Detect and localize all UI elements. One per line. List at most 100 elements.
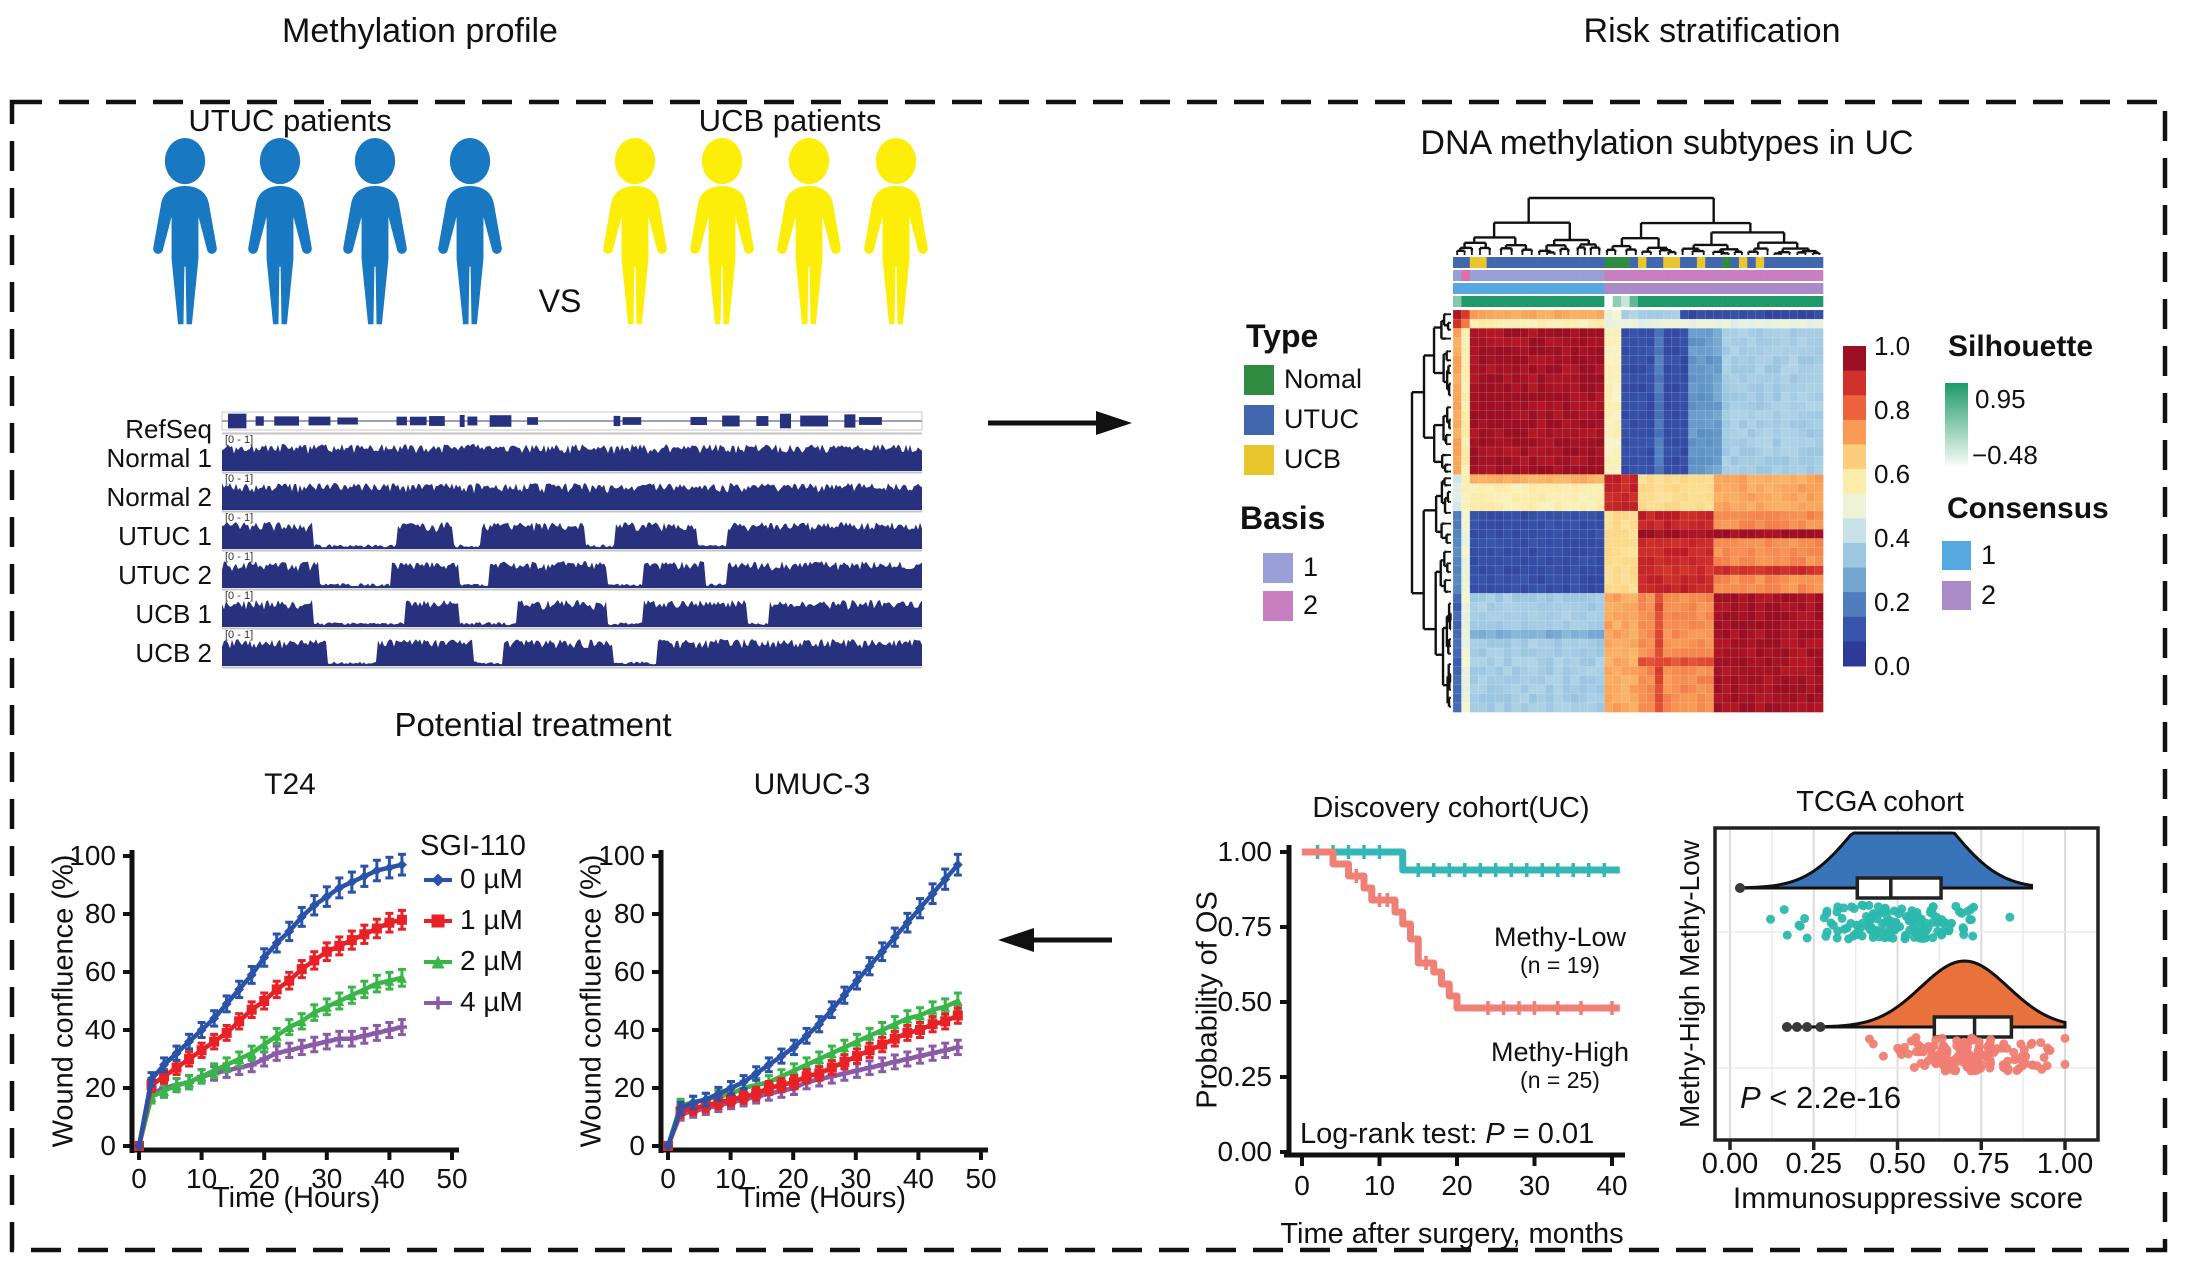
vs-label: VS: [538, 283, 582, 319]
UMUC-3-x-tick-label: 20: [777, 1163, 809, 1194]
track-label-ucb-1: UCB 1: [135, 599, 212, 629]
type-legend-title: Type: [1246, 318, 1319, 354]
track-label-normal-2: Normal 2: [106, 482, 212, 512]
heatmap-title: DNA methylation subtypes in UC: [1420, 124, 1914, 162]
consensus-legend-label: 2: [1981, 580, 1997, 610]
type-legend-item: Nomal: [1244, 364, 1362, 395]
colorbar-tick-label: 0.0: [1874, 651, 1911, 681]
patients-group: [153, 138, 928, 325]
tcga-x-axis-label: Immunosuppressive score: [1732, 1182, 2084, 1215]
section-title-methylation: Methylation profile: [282, 12, 558, 50]
UMUC-3-x-tick-label: 10: [715, 1163, 747, 1194]
tcga-x-tick-label: 0.75: [1953, 1148, 2010, 1180]
km-y-tick-label: 0.50: [1217, 986, 1273, 1017]
T24-y-tick-label: 100: [69, 840, 116, 871]
colorbar-tick-label: 0.8: [1874, 395, 1911, 425]
basis-legend-item: 2: [1263, 590, 1318, 621]
km-y-tick-label: 0.75: [1217, 911, 1273, 942]
person-icon: [777, 138, 841, 325]
column-dendrogram: [1455, 196, 1821, 255]
tcga-title: TCGA cohort: [1796, 786, 1964, 818]
tcga-p-text: P < 2.2e-16: [1740, 1080, 1902, 1115]
heatmap-colorbar: [1843, 346, 1968, 667]
type-legend-item: UCB: [1244, 444, 1341, 475]
km-x-tick-label: 30: [1518, 1170, 1551, 1201]
treatment-title: Potential treatment: [394, 706, 672, 743]
type-legend-label: UCB: [1284, 444, 1342, 474]
row-dendrogram: [1410, 313, 1452, 708]
sgi-legend-markers: [424, 873, 452, 1010]
UMUC-3-y-tick-label: 40: [613, 1014, 645, 1045]
sgi-legend-label: 4 µM: [460, 986, 523, 1017]
basis-legend-label: 2: [1303, 590, 1319, 620]
T24-y-tick-label: 20: [84, 1072, 116, 1103]
tcga-y-axis-label: Methy-High Methy-Low: [1674, 840, 1705, 1128]
km-x-tick-label: 40: [1596, 1170, 1628, 1201]
type-legend-swatch: [1244, 364, 1274, 395]
basis-legend-swatch: [1263, 552, 1293, 583]
arrow-right-icon: [1096, 411, 1132, 435]
T24-y-tick-label: 40: [84, 1014, 116, 1045]
consensus-legend-title: Consensus: [1947, 492, 2109, 525]
methy-high-n: (n = 25): [1520, 1067, 1600, 1093]
track-label-utuc-1: UTUC 1: [118, 521, 212, 551]
logrank-text: Log-rank test: P = 0.01: [1300, 1118, 1595, 1150]
ucb-patients-label: UCB patients: [698, 103, 882, 138]
UMUC-3-x-tick-label: 50: [965, 1163, 997, 1194]
UMUC-3-x-tick-label: 40: [902, 1163, 934, 1194]
genome-tracks: [221, 411, 923, 669]
survival-x-axis-label: Time after surgery, months: [1280, 1218, 1624, 1250]
section-title-risk: Risk stratification: [1583, 12, 1841, 50]
UMUC-3-x-tick-label: 30: [840, 1163, 872, 1194]
person-icon: [153, 138, 217, 325]
dashed-border: [9, 99, 2168, 1253]
T24-x-tick-label: 30: [311, 1163, 343, 1194]
type-legend-label: UTUC: [1284, 404, 1359, 434]
T24-y-tick-label: 80: [84, 898, 116, 929]
t24-title: T24: [264, 768, 316, 801]
arrow-left-icon: [998, 928, 1034, 952]
tcga-x-tick-label: 1.00: [2036, 1148, 2094, 1180]
basis-legend-swatch: [1263, 590, 1293, 621]
UMUC-3-x-tick-label: 0: [660, 1163, 676, 1194]
basis-legend-label: 1: [1303, 552, 1319, 582]
UMUC-3-y-tick-label: 60: [613, 956, 645, 987]
silhouette-bottom-label: −0.48: [1972, 440, 2038, 470]
consensus-legend-swatch: [1942, 581, 1971, 610]
consensus-legend-swatch: [1942, 541, 1971, 570]
methy-high-label: Methy-High: [1490, 1037, 1630, 1067]
person-icon: [438, 138, 502, 325]
UMUC-3-y-tick-label: 20: [613, 1072, 645, 1103]
tcga-plot: [1713, 826, 2100, 1150]
person-icon: [864, 138, 928, 325]
km-x-tick-label: 10: [1363, 1170, 1396, 1201]
basis-legend-title: Basis: [1240, 500, 1326, 536]
type-legend-swatch: [1244, 404, 1274, 435]
km-plot: [1280, 845, 1625, 1166]
methy-low-label: Methy-Low: [1493, 922, 1627, 952]
person-icon: [603, 138, 667, 325]
survival-title: Discovery cohort(UC): [1312, 792, 1590, 824]
sgi-legend-label: 1 µM: [460, 904, 523, 935]
track-label-refseq: RefSeq: [125, 414, 212, 444]
t24-x-axis-label: Time (Hours): [211, 1182, 381, 1214]
sgi-legend-title: SGI-110: [420, 830, 526, 862]
tcga-x-tick-label: 0.50: [1869, 1148, 1926, 1180]
person-icon: [690, 138, 754, 325]
colorbar-tick-label: 0.4: [1874, 523, 1911, 553]
wound-chart-UMUC-3: [652, 850, 988, 1160]
UMUC-3-y-tick-label: 100: [598, 840, 645, 871]
track-range-label: [0 - 1]: [225, 434, 254, 446]
track-label-ucb-2: UCB 2: [135, 638, 212, 668]
silhouette-gradient-bar: [1945, 383, 1968, 467]
T24-x-tick-label: 0: [131, 1163, 147, 1194]
tcga-x-tick-label: 0.00: [1701, 1148, 1759, 1180]
consensus-legend-item: 2: [1942, 580, 1996, 611]
UMUC-3-y-tick-label: 0: [629, 1130, 645, 1161]
km-x-tick-label: 20: [1441, 1170, 1473, 1201]
silhouette-legend-title: Silhouette: [1948, 330, 2094, 363]
consensus-legend-label: 1: [1981, 540, 1997, 570]
tcga-x-tick-label: 0.25: [1785, 1148, 1842, 1180]
track-range-label: [0 - 1]: [225, 551, 254, 563]
